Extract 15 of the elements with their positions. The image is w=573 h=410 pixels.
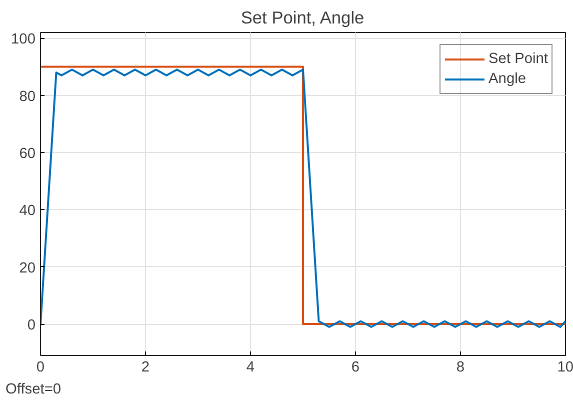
y-tick-label: 100 xyxy=(11,32,36,48)
legend-label: Set Point xyxy=(488,51,548,67)
y-tick-label: 20 xyxy=(19,260,36,276)
chart-title: Set Point, Angle xyxy=(240,8,364,28)
y-tick-label: 40 xyxy=(19,203,36,220)
y-tick-label: 80 xyxy=(19,88,36,105)
x-tick-label: 10 xyxy=(557,360,573,376)
y-tick-label: 60 xyxy=(19,146,36,162)
x-tick-label: 4 xyxy=(246,360,255,376)
x-tick-label: 2 xyxy=(141,360,150,376)
text: Offset=0 xyxy=(6,382,62,398)
legend-label: Angle xyxy=(488,71,526,87)
y-tick-label: 0 xyxy=(27,318,36,334)
x-tick-label: 6 xyxy=(351,360,360,376)
x-tick-label: 8 xyxy=(456,360,465,376)
